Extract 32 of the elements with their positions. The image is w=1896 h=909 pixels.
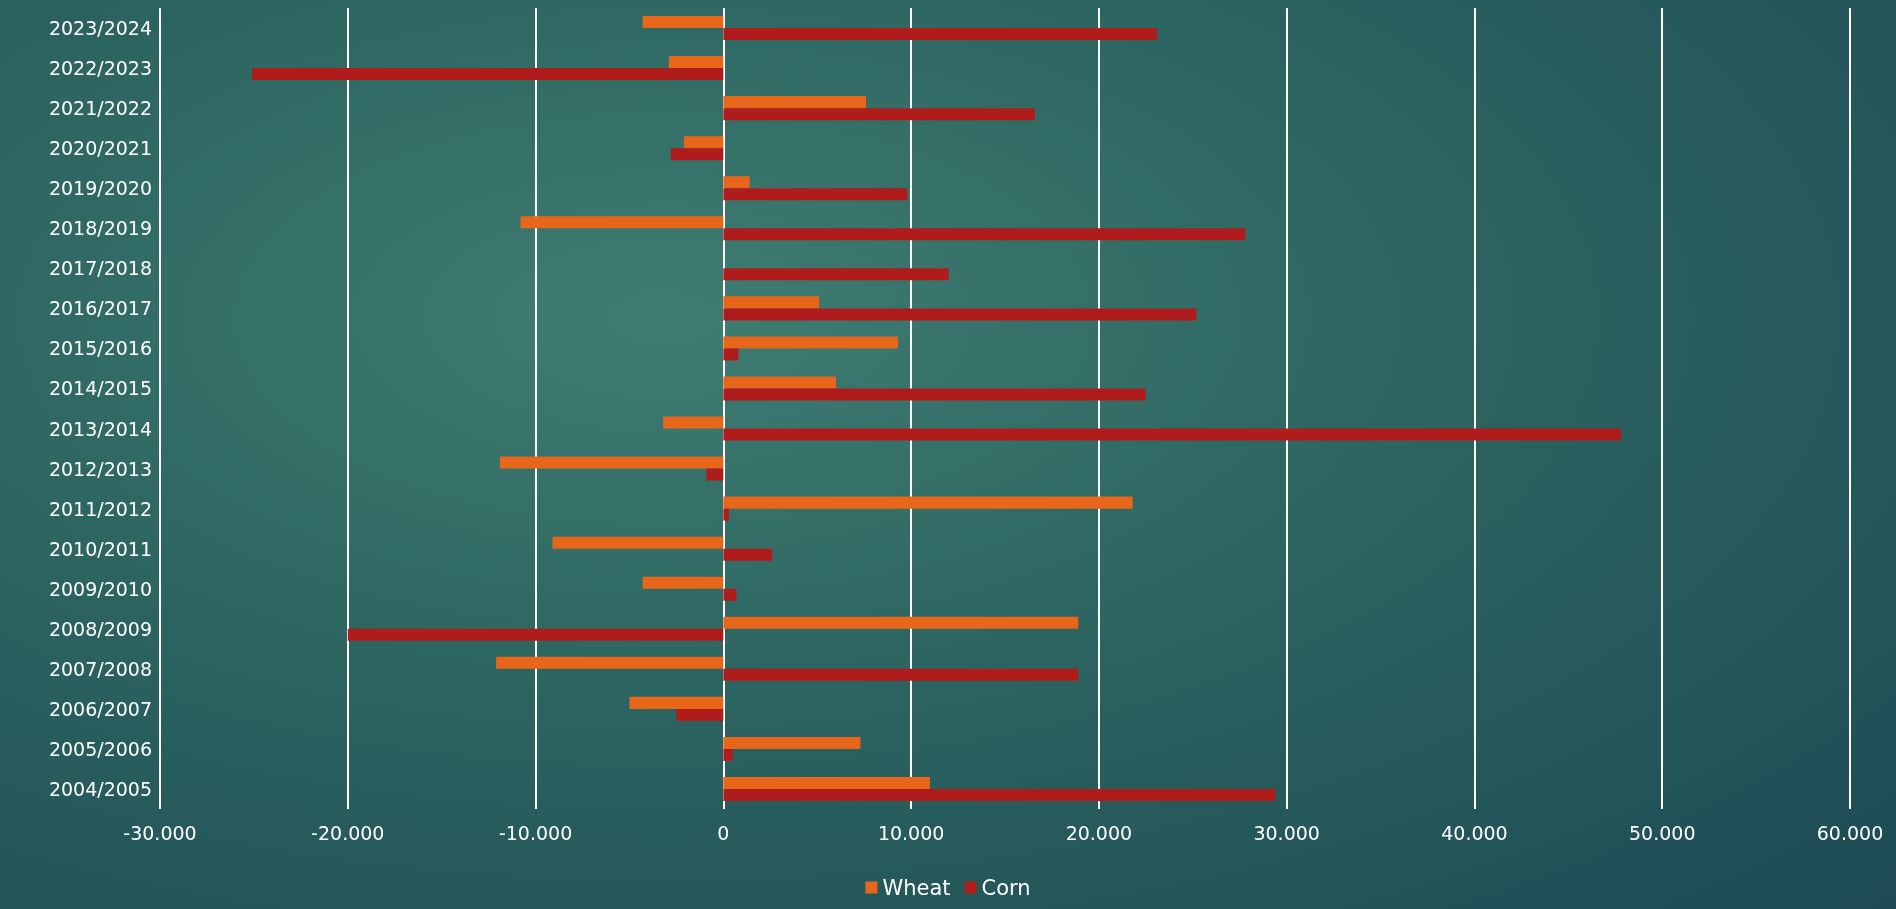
y-tick-label: 2011/2012 (48, 497, 152, 520)
y-tick-label: 2019/2020 (48, 177, 152, 200)
x-tick-label: 60.000 (1816, 821, 1884, 844)
x-tick-label: 40.000 (1441, 821, 1508, 844)
x-tick-label: -10.000 (498, 821, 573, 844)
y-tick-label: 2009/2010 (48, 577, 152, 600)
y-tick-label: 2010/2011 (48, 537, 152, 560)
x-tick-label: 50.000 (1628, 821, 1696, 844)
y-tick-label: 2021/2022 (48, 97, 152, 120)
y-tick-label: 2017/2018 (48, 257, 152, 280)
y-tick-label: 2022/2023 (48, 57, 152, 80)
y-tick-label: 2004/2005 (48, 777, 152, 800)
y-tick-label: 2015/2016 (48, 337, 152, 360)
x-tick-label: 20.000 (1065, 821, 1133, 844)
x-tick-label: -30.000 (123, 821, 197, 844)
y-tick-label: 2013/2014 (48, 417, 152, 440)
x-tick-label: 10.000 (877, 821, 945, 844)
y-tick-label: 2007/2008 (48, 657, 152, 680)
x-tick-label: 0 (717, 821, 730, 844)
y-tick-label: 2012/2013 (48, 457, 152, 480)
x-tick-label: 30.000 (1253, 821, 1320, 844)
legend-label: Wheat (882, 875, 951, 900)
legend-label: Corn (981, 875, 1031, 900)
y-tick-label: 2014/2015 (48, 377, 152, 400)
y-tick-label: 2008/2009 (48, 617, 152, 640)
y-tick-label: 2020/2021 (48, 137, 152, 160)
y-tick-label: 2006/2007 (48, 697, 152, 720)
y-tick-label: 2018/2019 (48, 217, 152, 240)
y-tick-label: 2005/2006 (48, 737, 152, 760)
y-tick-label: 2023/2024 (48, 17, 152, 40)
x-tick-label: -20.000 (311, 821, 385, 844)
y-tick-label: 2016/2017 (48, 297, 152, 320)
